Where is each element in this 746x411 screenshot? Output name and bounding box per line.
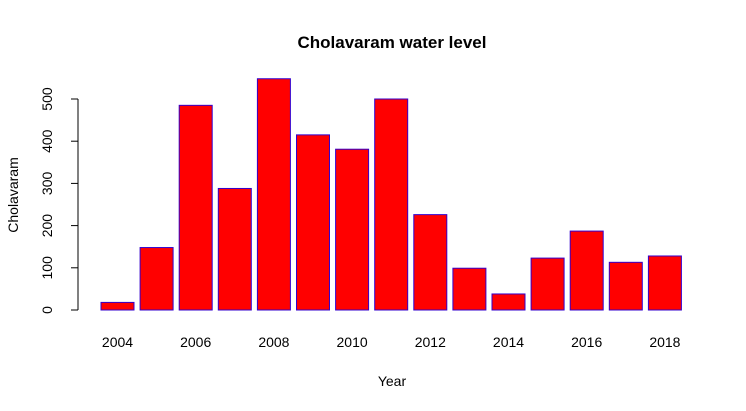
y-tick-label: 500: [39, 87, 55, 111]
x-tick-label: 2004: [102, 334, 133, 350]
x-axis-label: Year: [378, 373, 407, 389]
bar-2005: [139, 247, 174, 311]
bar-2017: [608, 261, 643, 311]
bar-2009: [296, 134, 330, 311]
bar-2013: [452, 267, 487, 311]
x-tick-label: 2008: [258, 334, 289, 350]
bar-2008: [256, 78, 291, 311]
y-tick-label: 200: [39, 214, 55, 238]
bar-2007: [217, 187, 252, 311]
x-tick-label: 2018: [649, 334, 680, 350]
x-tick-label: 2014: [493, 334, 524, 350]
y-tick-label: 300: [39, 172, 55, 196]
y-axis: 0 100 200 300 400 500: [39, 87, 79, 314]
x-tick-label: 2012: [415, 334, 446, 350]
bar-2015: [530, 257, 565, 311]
x-tick-label: 2006: [180, 334, 211, 350]
bar-2011: [374, 98, 409, 311]
x-tick-label: 2016: [571, 334, 602, 350]
bar-2016: [569, 230, 604, 311]
y-axis-label: Cholavaram: [5, 157, 21, 232]
bar-2012: [413, 214, 448, 311]
bars-group: [100, 78, 682, 311]
bar-2018: [647, 255, 682, 311]
y-tick-label: 0: [39, 306, 55, 314]
x-tick-label: 2010: [337, 334, 368, 350]
bar-2004: [100, 301, 135, 311]
chart-title: Cholavaram water level: [298, 33, 487, 52]
bar-2014: [491, 293, 526, 311]
x-axis-ticks: 2004 2006 2008 2010 2012 2014 2016 2018: [102, 334, 681, 350]
y-tick-label: 100: [39, 256, 55, 280]
bar-2006: [178, 104, 213, 311]
y-tick-label: 400: [39, 129, 55, 153]
bar-2010: [335, 148, 370, 311]
